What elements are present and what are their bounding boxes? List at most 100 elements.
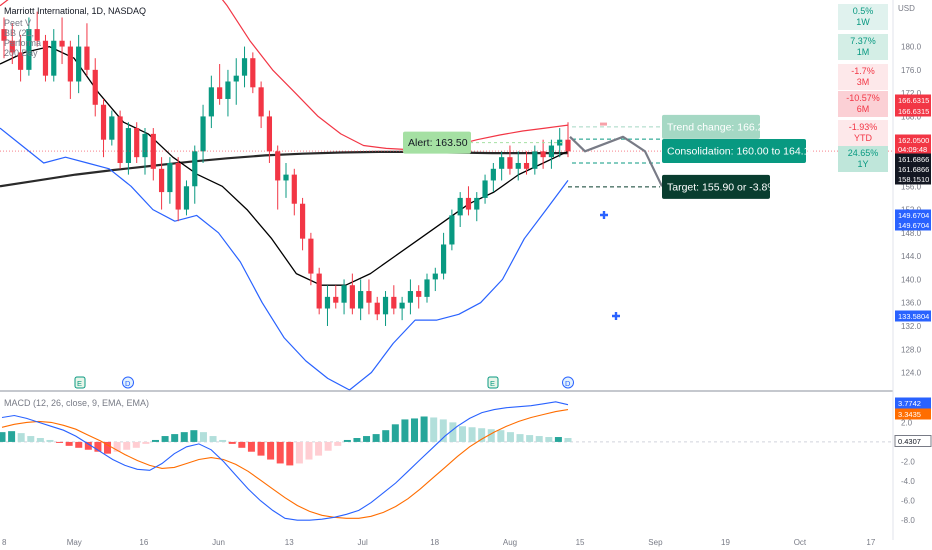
macd-histogram-bar [8, 431, 16, 442]
macd-histogram-bar [104, 441, 112, 454]
symbol-title[interactable]: Marriott International, 1D, NASDAQ [4, 6, 147, 16]
candle-body [440, 244, 447, 274]
consolidation-label-text: Consolidation: 160.00 to 164.10 [667, 146, 815, 158]
time-tick-label: Jun [212, 538, 225, 547]
time-tick-label: Oct [794, 538, 807, 547]
price-tag: 158.1510 [895, 173, 931, 185]
forecast-levels: Alert: 163.50 Trend change: 166.20 Consoli… [0, 114, 893, 320]
price-tick-label: 140.0 [901, 275, 922, 284]
candle-body [523, 162, 530, 169]
time-tick-label: 8 [2, 538, 7, 547]
bb-lower-line [0, 127, 569, 391]
macd-value-tag-bg [894, 435, 932, 447]
earnings-marker [74, 376, 86, 389]
macd-histogram-bar [36, 438, 44, 442]
consolidation-label-bg [662, 139, 806, 164]
candle-body [490, 168, 496, 181]
event-marker-label: E [490, 379, 495, 388]
macd-tick-label: -6.0 [901, 497, 915, 506]
price-tag: 166.6315 [895, 105, 931, 117]
candle-body [424, 279, 430, 297]
price-tag-text: 161.6866 [898, 155, 929, 164]
macd-histogram-bar [151, 439, 159, 442]
price-tag-bg [895, 134, 931, 146]
candle-body [142, 133, 148, 158]
macd-histogram-bar [228, 441, 236, 444]
price-tag: 166.6315 [895, 94, 931, 106]
macd-title[interactable]: MACD (12, 26, close, 9, EMA, EMA) [4, 398, 150, 408]
candle-body [200, 116, 206, 152]
candle-body [565, 139, 571, 152]
candle-body [192, 151, 198, 187]
price-tag-bg [895, 143, 931, 155]
candle-body [100, 104, 107, 140]
macd-histogram-bar [391, 424, 399, 442]
dividend-marker [562, 376, 574, 389]
candle-body [233, 75, 239, 82]
price-tag-text: 166.6315 [898, 96, 929, 105]
candle-body [540, 151, 546, 158]
candle-body [366, 291, 372, 303]
candle-body [51, 40, 57, 76]
candle-body [374, 302, 380, 315]
macd-pane[interactable] [0, 401, 893, 521]
candle-body [9, 40, 15, 53]
macd-histogram-bar [516, 434, 524, 442]
performance-value: -1.93% [848, 122, 878, 132]
candle-body [407, 291, 414, 303]
indicator-label-1[interactable]: Peet V [4, 18, 32, 28]
dividend-marker [122, 376, 134, 389]
macd-histogram-bar [84, 441, 92, 450]
price-tag: 149.6704 [895, 219, 931, 231]
candle-body [59, 40, 65, 47]
time-tick-label: 15 [576, 538, 585, 547]
candle-body [250, 58, 256, 88]
macd-histogram-bar [372, 434, 380, 442]
consolidation-label: Consolidation: 160.00 to 164.10 [662, 139, 815, 164]
candle-body [225, 81, 231, 99]
macd-histogram-bar [142, 441, 150, 444]
macd-histogram-bar [305, 441, 313, 460]
macd-histogram-bar [324, 441, 332, 451]
indicator-label-2[interactable]: BB (21, [4, 28, 35, 38]
alert-label: Alert: 163.50 [403, 131, 471, 154]
macd-histogram-bar [564, 438, 572, 442]
event-marker-2: E [487, 376, 499, 389]
indicator-label-3[interactable]: Performa [4, 38, 42, 48]
macd-signal-line [1, 409, 569, 519]
price-tick-label: 168.0 [901, 112, 922, 121]
macd-histogram-bar [161, 436, 169, 442]
macd-histogram-bar [449, 422, 457, 442]
macd-histogram-bar [545, 437, 553, 442]
macd-histogram-bar [17, 433, 25, 442]
price-tag: 04:09:48 [895, 143, 931, 155]
indicator-label-4[interactable]: 200 Day [4, 48, 38, 58]
macd-histogram-bar [468, 427, 476, 442]
macd-histogram-bar [257, 441, 265, 456]
macd-tick-label: -2.0 [901, 458, 915, 467]
candle-body [499, 157, 505, 169]
candle-body [557, 139, 563, 146]
currency-label: USD [898, 4, 915, 13]
macd-value-tag-text: 3.7742 [898, 399, 921, 408]
macd-histogram-bar [334, 441, 342, 446]
macd-histogram-bar [46, 439, 54, 442]
price-tag: 161.6866 [895, 153, 931, 165]
macd-histogram-bar [190, 430, 198, 442]
price-tag-text: 158.1510 [898, 175, 929, 184]
candle-body [67, 46, 73, 82]
candle-body [17, 52, 24, 70]
bb-mid-line [0, 45, 569, 286]
macd-histogram-bar [171, 434, 179, 442]
price-tag: 149.6704 [895, 209, 931, 221]
performance-period: 1M [856, 47, 870, 57]
candle-body [275, 151, 281, 181]
macd-histogram-bar [209, 436, 217, 442]
candle-body [84, 46, 90, 70]
macd-histogram-bar [0, 432, 6, 442]
candle-body [34, 29, 40, 41]
price-tick-label: 172.0 [901, 89, 922, 98]
candlestick-series[interactable] [1, 11, 571, 326]
